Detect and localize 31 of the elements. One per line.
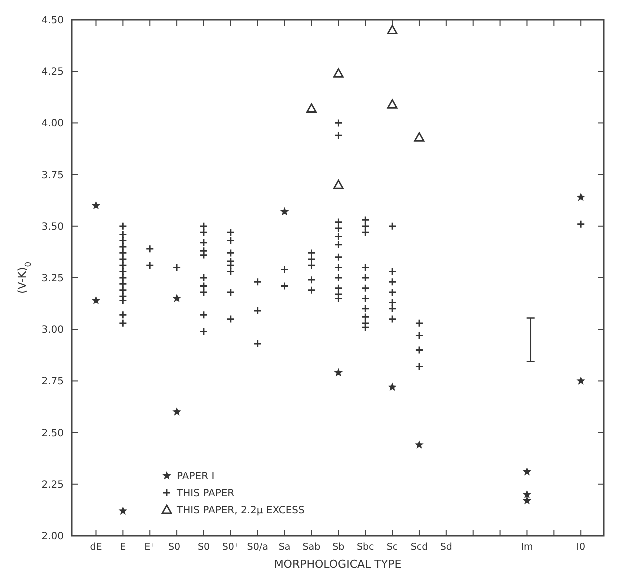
x-tick-label: E: [120, 542, 126, 553]
y-tick-label: 4.50: [42, 16, 64, 26]
y-tick-label: 2.75: [42, 376, 64, 388]
y-tick-label: 2.25: [42, 480, 64, 491]
y-tick-label: 2.00: [42, 532, 64, 542]
x-tick-label: Sb: [332, 542, 345, 553]
y-tick-label: 3.75: [42, 170, 64, 182]
x-tick-label: S0⁺: [222, 542, 240, 553]
x-tick-label: S0⁻: [168, 542, 186, 553]
y-tick-label: 3.00: [42, 325, 64, 336]
x-axis-title: MORPHOLOGICAL TYPE: [274, 558, 402, 571]
x-tick-label: Sbc: [356, 542, 374, 553]
legend-label: THIS PAPER, 2.2μ EXCESS: [176, 506, 305, 516]
x-tick-label: E⁺: [144, 542, 156, 553]
y-tick-label: 2.50: [42, 428, 64, 440]
y-tick-label: 4.25: [42, 67, 64, 78]
x-tick-label: Sab: [302, 542, 321, 553]
x-tick-label: Sd: [440, 542, 452, 553]
x-tick-label: Sc: [386, 542, 398, 553]
x-tick-label: I0: [576, 542, 586, 553]
y-tick-label: 3.25: [42, 274, 64, 284]
legend-label: PAPER I: [177, 472, 215, 482]
x-tick-label: Sa: [278, 542, 291, 553]
y-tick-label: 4.00: [42, 118, 64, 130]
y-tick-label: 3.50: [42, 222, 64, 233]
x-tick-label: S0/a: [247, 542, 268, 553]
x-tick-label: dE: [90, 542, 102, 553]
x-tick-label: Im: [521, 542, 534, 553]
x-tick-label: Scd: [410, 542, 428, 553]
legend-label: THIS PAPER: [176, 488, 235, 500]
x-tick-label: S0: [198, 542, 210, 553]
